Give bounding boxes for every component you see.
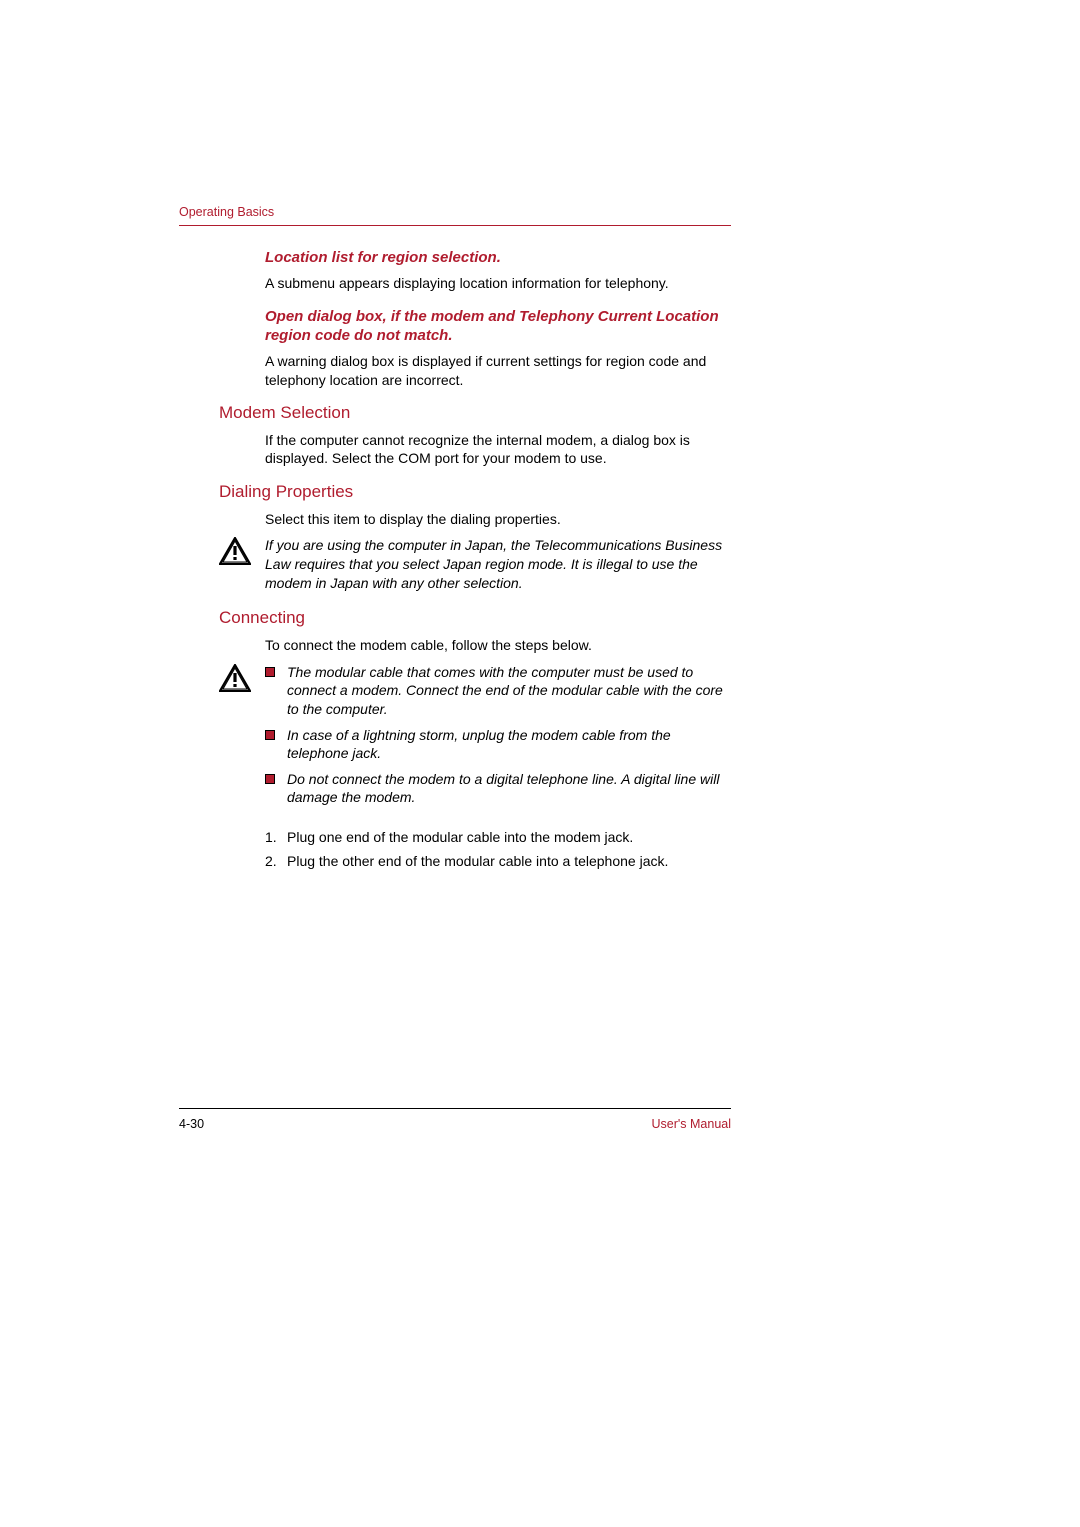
- warning-bullet: The modular cable that comes with the co…: [265, 663, 731, 719]
- warning-triangle-icon: [219, 537, 251, 570]
- warning-bullet: In case of a lightning storm, unplug the…: [265, 726, 731, 763]
- page-content: Operating Basics Location list for regio…: [179, 205, 731, 875]
- bullet-square-icon: [265, 667, 275, 677]
- bullet-text: The modular cable that comes with the co…: [287, 663, 731, 719]
- heading-connecting: Connecting: [219, 608, 731, 628]
- manual-label: User's Manual: [652, 1117, 732, 1131]
- warning-block-cable: The modular cable that comes with the co…: [219, 663, 731, 814]
- step-marker: 2.: [265, 852, 287, 872]
- header-breadcrumb: Operating Basics: [179, 205, 731, 219]
- body-modem-selection: If the computer cannot recognize the int…: [265, 431, 731, 468]
- subheading-open-dialog: Open dialog box, if the modem and Teleph…: [265, 307, 731, 345]
- warning-text-japan: If you are using the computer in Japan, …: [265, 536, 731, 592]
- body-connecting: To connect the modem cable, follow the s…: [265, 636, 731, 654]
- step-text: Plug the other end of the modular cable …: [287, 852, 668, 872]
- warning-triangle-icon: [219, 664, 251, 697]
- subheading-location-list: Location list for region selection.: [265, 248, 731, 267]
- bullet-square-icon: [265, 730, 275, 740]
- bullet-text: In case of a lightning storm, unplug the…: [287, 726, 731, 763]
- step-marker: 1.: [265, 828, 287, 848]
- body-location-list: A submenu appears displaying location in…: [265, 274, 731, 292]
- footer-rule: [179, 1108, 731, 1109]
- page-footer: 4-30 User's Manual: [179, 1108, 731, 1131]
- header-rule: [179, 225, 731, 226]
- numbered-steps: 1. Plug one end of the modular cable int…: [265, 828, 731, 871]
- body-dialing-properties: Select this item to display the dialing …: [265, 510, 731, 528]
- step-text: Plug one end of the modular cable into t…: [287, 828, 633, 848]
- step-item: 2. Plug the other end of the modular cab…: [265, 852, 731, 872]
- bullet-text: Do not connect the modem to a digital te…: [287, 770, 731, 807]
- body-open-dialog: A warning dialog box is displayed if cur…: [265, 352, 731, 389]
- step-item: 1. Plug one end of the modular cable int…: [265, 828, 731, 848]
- heading-modem-selection: Modem Selection: [219, 403, 731, 423]
- bullet-square-icon: [265, 774, 275, 784]
- warning-bullet: Do not connect the modem to a digital te…: [265, 770, 731, 807]
- warning-bullets-cable: The modular cable that comes with the co…: [265, 663, 731, 814]
- heading-dialing-properties: Dialing Properties: [219, 482, 731, 502]
- page-number: 4-30: [179, 1117, 204, 1131]
- warning-block-japan: If you are using the computer in Japan, …: [219, 536, 731, 592]
